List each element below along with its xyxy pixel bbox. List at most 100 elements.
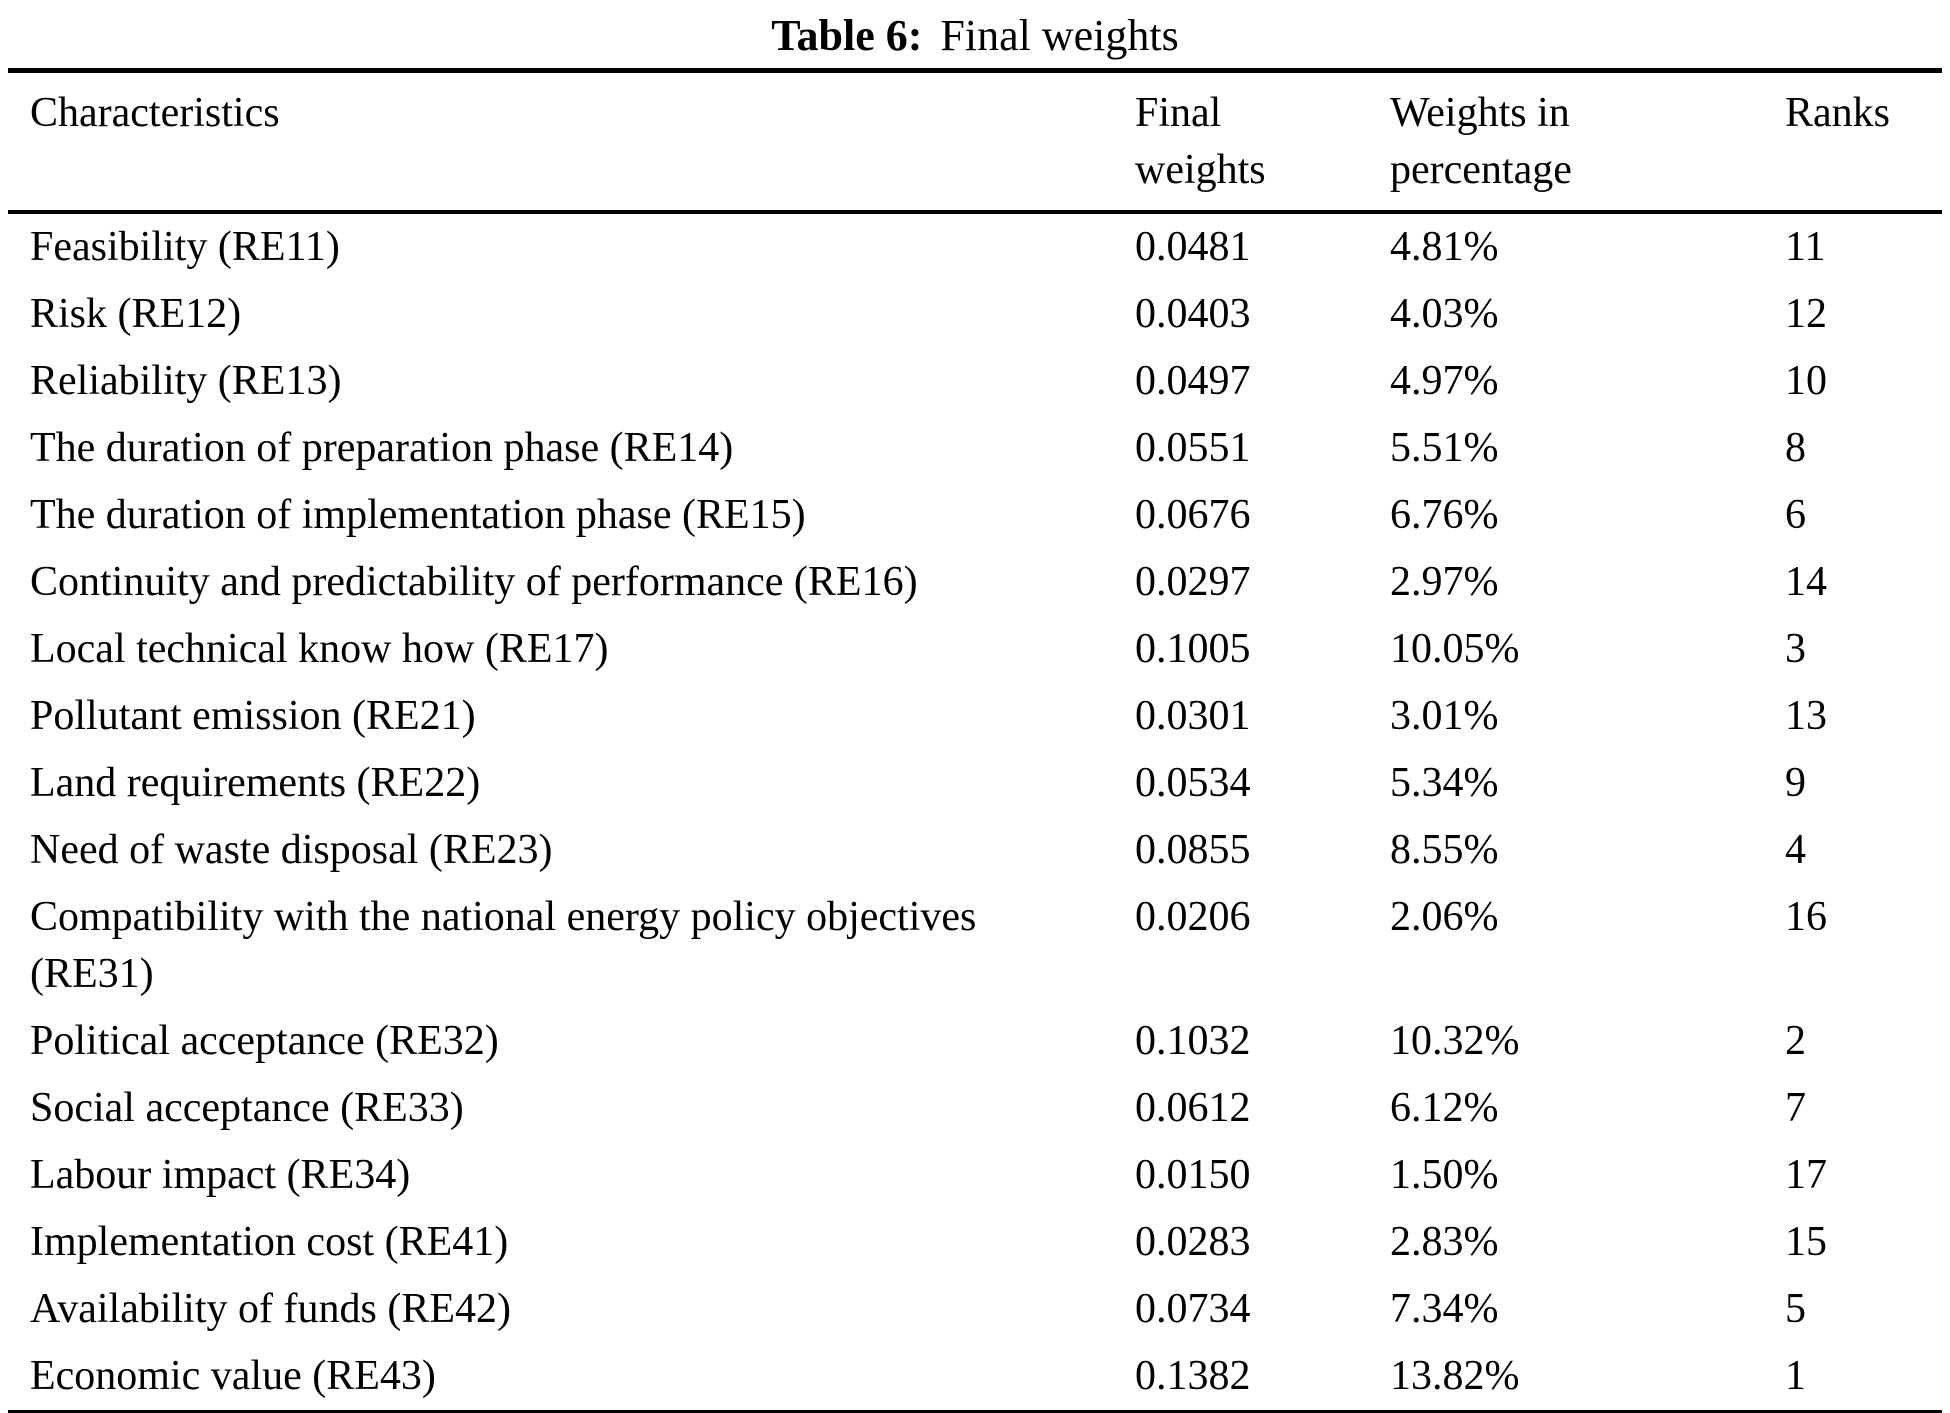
cell-final-weight: 0.0403 [1135, 291, 1251, 337]
cell-characteristic: Land requirements (RE22) [30, 760, 481, 806]
header-weights-percentage: Weights in percentage [1390, 71, 1785, 213]
cell-rank: 6 [1785, 492, 1806, 538]
cell-rank: 3 [1785, 626, 1806, 672]
cell-rank: 16 [1785, 894, 1827, 940]
table-row: Labour impact (RE34) 0.0150 1.50% 17 [8, 1142, 1942, 1209]
cell-characteristic: Political acceptance (RE32) [30, 1018, 499, 1064]
cell-rank: 11 [1785, 224, 1826, 270]
cell-rank: 10 [1785, 358, 1827, 404]
cell-final-weight: 0.0497 [1135, 358, 1251, 404]
cell-weight-percentage: 10.05% [1390, 626, 1520, 672]
cell-characteristic: Compatibility with the national energy p… [30, 894, 977, 997]
table-row: Implementation cost (RE41) 0.0283 2.83% … [8, 1209, 1942, 1276]
cell-rank: 7 [1785, 1085, 1806, 1131]
cell-rank: 13 [1785, 693, 1827, 739]
cell-weight-percentage: 3.01% [1390, 693, 1499, 739]
table-row: Continuity and predictability of perform… [8, 549, 1942, 616]
cell-characteristic: The duration of preparation phase (RE14) [30, 425, 734, 471]
cell-final-weight: 0.0534 [1135, 760, 1251, 806]
table-body: Feasibility (RE11) 0.0481 4.81% 11 Risk … [8, 212, 1942, 1413]
table-row: Compatibility with the national energy p… [8, 884, 1942, 1008]
cell-final-weight: 0.1032 [1135, 1018, 1251, 1064]
table-row: The duration of preparation phase (RE14)… [8, 415, 1942, 482]
cell-weight-percentage: 10.32% [1390, 1018, 1520, 1064]
table-row: Local technical know how (RE17) 0.1005 1… [8, 616, 1942, 683]
header-row: Characteristics Final weights Weights in… [8, 71, 1942, 213]
cell-weight-percentage: 6.12% [1390, 1085, 1499, 1131]
cell-weight-percentage: 4.97% [1390, 358, 1499, 404]
cell-final-weight: 0.0676 [1135, 492, 1251, 538]
cell-weight-percentage: 4.03% [1390, 291, 1499, 337]
cell-final-weight: 0.1382 [1135, 1353, 1251, 1399]
cell-weight-percentage: 4.81% [1390, 224, 1499, 270]
cell-rank: 1 [1785, 1353, 1806, 1399]
table-row: Pollutant emission (RE21) 0.0301 3.01% 1… [8, 683, 1942, 750]
cell-final-weight: 0.0206 [1135, 894, 1251, 940]
cell-weight-percentage: 8.55% [1390, 827, 1499, 873]
cell-characteristic: Pollutant emission (RE21) [30, 693, 476, 739]
cell-weight-percentage: 2.97% [1390, 559, 1499, 605]
cell-final-weight: 0.0481 [1135, 224, 1251, 270]
cell-rank: 2 [1785, 1018, 1806, 1064]
cell-final-weight: 0.0283 [1135, 1219, 1251, 1265]
cell-rank: 15 [1785, 1219, 1827, 1265]
table-row: Feasibility (RE11) 0.0481 4.81% 11 [8, 212, 1942, 281]
cell-weight-percentage: 13.82% [1390, 1353, 1520, 1399]
cell-weight-percentage: 5.51% [1390, 425, 1499, 471]
cell-rank: 9 [1785, 760, 1806, 806]
cell-rank: 4 [1785, 827, 1806, 873]
cell-weight-percentage: 5.34% [1390, 760, 1499, 806]
cell-weight-percentage: 6.76% [1390, 492, 1499, 538]
table-caption-label: Table 6: [771, 11, 923, 60]
cell-final-weight: 0.0855 [1135, 827, 1251, 873]
cell-weight-percentage: 7.34% [1390, 1286, 1499, 1332]
cell-final-weight: 0.0297 [1135, 559, 1251, 605]
cell-final-weight: 0.0734 [1135, 1286, 1251, 1332]
cell-characteristic: Economic value (RE43) [30, 1353, 436, 1399]
cell-final-weight: 0.0301 [1135, 693, 1251, 739]
cell-final-weight: 0.1005 [1135, 626, 1251, 672]
cell-characteristic: Feasibility (RE11) [30, 224, 340, 270]
table-caption: Table 6: Final weights [0, 8, 1950, 64]
header-final-weights-label: Final weights [1135, 90, 1266, 193]
table-row: Reliability (RE13) 0.0497 4.97% 10 [8, 348, 1942, 415]
cell-rank: 17 [1785, 1152, 1827, 1198]
header-final-weights: Final weights [1135, 71, 1390, 213]
cell-rank: 12 [1785, 291, 1827, 337]
cell-characteristic: Continuity and predictability of perform… [30, 559, 918, 605]
cell-characteristic: Reliability (RE13) [30, 358, 342, 404]
cell-weight-percentage: 2.83% [1390, 1219, 1499, 1265]
cell-rank: 8 [1785, 425, 1806, 471]
cell-final-weight: 0.0612 [1135, 1085, 1251, 1131]
cell-weight-percentage: 2.06% [1390, 894, 1499, 940]
table-row: Social acceptance (RE33) 0.0612 6.12% 7 [8, 1075, 1942, 1142]
cell-characteristic: Availability of funds (RE42) [30, 1286, 511, 1332]
final-weights-table: Characteristics Final weights Weights in… [8, 68, 1942, 1413]
table-row: Risk (RE12) 0.0403 4.03% 12 [8, 281, 1942, 348]
table-row: The duration of implementation phase (RE… [8, 482, 1942, 549]
table-row: Land requirements (RE22) 0.0534 5.34% 9 [8, 750, 1942, 817]
cell-characteristic: Need of waste disposal (RE23) [30, 827, 553, 873]
table-row: Need of waste disposal (RE23) 0.0855 8.5… [8, 817, 1942, 884]
header-characteristics: Characteristics [8, 71, 1135, 213]
table-row: Political acceptance (RE32) 0.1032 10.32… [8, 1008, 1942, 1075]
header-characteristics-label: Characteristics [30, 90, 280, 136]
cell-characteristic: Implementation cost (RE41) [30, 1219, 509, 1265]
table-row: Economic value (RE43) 0.1382 13.82% 1 [8, 1343, 1942, 1413]
cell-rank: 14 [1785, 559, 1827, 605]
cell-characteristic: Risk (RE12) [30, 291, 242, 337]
header-ranks: Ranks [1785, 71, 1942, 213]
table-row: Availability of funds (RE42) 0.0734 7.34… [8, 1276, 1942, 1343]
cell-characteristic: The duration of implementation phase (RE… [30, 492, 806, 538]
cell-final-weight: 0.0551 [1135, 425, 1251, 471]
header-weights-percentage-label: Weights in percentage [1390, 90, 1572, 193]
cell-rank: 5 [1785, 1286, 1806, 1332]
table-header: Characteristics Final weights Weights in… [8, 71, 1942, 213]
cell-characteristic: Local technical know how (RE17) [30, 626, 609, 672]
cell-final-weight: 0.0150 [1135, 1152, 1251, 1198]
cell-weight-percentage: 1.50% [1390, 1152, 1499, 1198]
table-caption-text: Final weights [940, 11, 1179, 60]
header-ranks-label: Ranks [1785, 90, 1890, 136]
cell-characteristic: Social acceptance (RE33) [30, 1085, 464, 1131]
